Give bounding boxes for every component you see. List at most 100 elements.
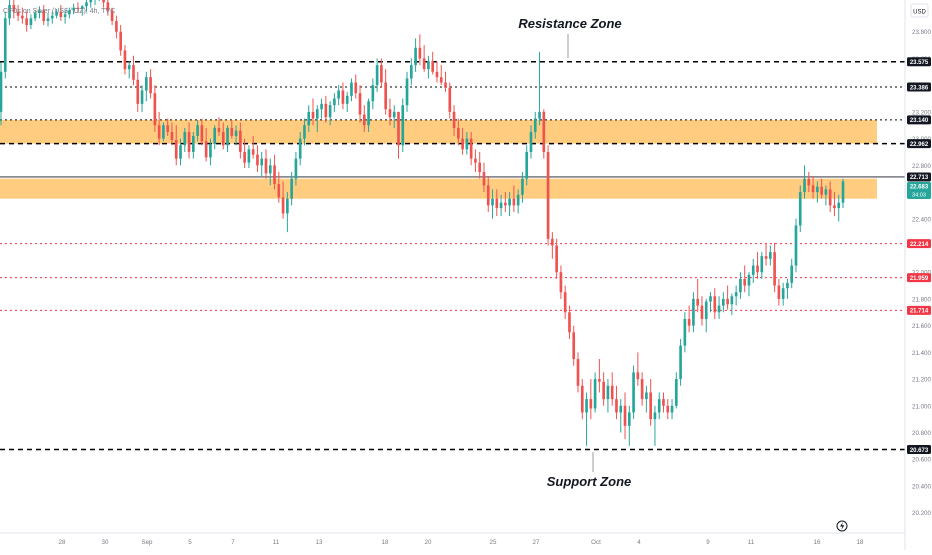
candle-body xyxy=(226,127,229,146)
candle-body xyxy=(769,252,772,259)
candle-body xyxy=(461,138,464,150)
candle xyxy=(115,15,118,39)
candle xyxy=(649,379,652,426)
candle-body xyxy=(401,105,405,146)
candle-body xyxy=(760,256,764,273)
currency-label: USD xyxy=(913,10,926,16)
level-7-tag-label: 21.714 xyxy=(910,309,929,315)
candle xyxy=(841,178,845,209)
candle-body xyxy=(153,93,157,126)
lightning-icon[interactable] xyxy=(836,520,848,532)
candle-body xyxy=(824,189,828,195)
candle xyxy=(187,122,191,159)
candle xyxy=(798,185,802,233)
candle-body xyxy=(627,412,631,426)
candle-body xyxy=(670,405,674,413)
candle xyxy=(828,181,832,213)
candle-body xyxy=(615,399,618,413)
candle xyxy=(80,5,84,16)
candle xyxy=(559,265,563,299)
level-8-tag-label: 20.673 xyxy=(910,448,929,454)
candle-body xyxy=(516,194,520,206)
candle-body xyxy=(551,238,554,246)
candle-body xyxy=(478,162,482,172)
candle-body xyxy=(572,332,576,360)
candle xyxy=(692,292,695,333)
candle xyxy=(709,292,712,313)
candle xyxy=(794,218,798,273)
y-tick-label: 21.400 xyxy=(912,350,931,357)
candle xyxy=(743,265,747,293)
candle-body xyxy=(653,412,657,420)
candle xyxy=(55,9,58,19)
candle xyxy=(85,0,88,12)
candle-body xyxy=(717,305,721,313)
candle-body xyxy=(580,385,584,413)
candle-body xyxy=(85,2,88,7)
candle xyxy=(457,118,460,146)
candle xyxy=(666,399,670,420)
last-price-tag xyxy=(907,181,931,199)
candle xyxy=(277,172,281,203)
candle xyxy=(833,192,836,217)
candle xyxy=(234,125,238,146)
candle xyxy=(123,45,127,75)
candle-body xyxy=(833,205,836,209)
candle-body xyxy=(251,149,255,155)
support-zone-label: Support Zone xyxy=(547,474,632,489)
candle xyxy=(157,111,161,146)
candle xyxy=(72,3,75,15)
level-6-tag xyxy=(907,273,931,283)
currency-box[interactable] xyxy=(910,3,929,18)
candle xyxy=(572,325,576,366)
candle xyxy=(739,272,742,299)
candle-body xyxy=(294,158,298,179)
candle xyxy=(461,127,464,155)
level-2-tag xyxy=(907,82,931,92)
candle-body xyxy=(606,385,610,400)
x-tick-label: 5 xyxy=(188,539,192,546)
candle-body xyxy=(136,79,140,104)
candle-body xyxy=(751,265,755,275)
candle xyxy=(525,145,529,186)
candle-body xyxy=(397,111,400,146)
candle xyxy=(315,105,319,132)
candle-body xyxy=(709,296,712,302)
candle xyxy=(717,296,721,319)
candle xyxy=(645,385,648,413)
candle xyxy=(482,162,486,193)
candle xyxy=(700,296,704,326)
candle-body xyxy=(508,198,511,206)
candle-body xyxy=(546,151,550,239)
candle-body xyxy=(358,93,362,115)
y-tick-label: 20.600 xyxy=(912,457,931,464)
candle-body xyxy=(367,101,370,126)
candle xyxy=(610,372,614,406)
candle-body xyxy=(166,125,170,132)
level-2-tag-label: 23.386 xyxy=(910,85,929,91)
candle xyxy=(734,285,738,306)
candle-body xyxy=(482,172,486,186)
countdown-label: 34:03 xyxy=(912,192,926,198)
x-tick-label: 25 xyxy=(490,539,497,546)
time-axis[interactable]: 28 30 Sep 5 7 11 13 18 20 25 27 Oct 4 9 11 16 18 xyxy=(59,539,864,546)
candle xyxy=(247,145,251,168)
candle xyxy=(615,385,618,420)
candle-body xyxy=(645,392,648,400)
candle xyxy=(589,379,593,420)
candle-body xyxy=(243,151,246,163)
x-tick-label: 18 xyxy=(382,539,389,546)
candle xyxy=(324,95,328,123)
candle xyxy=(721,292,725,313)
candle xyxy=(769,245,772,266)
candle xyxy=(786,278,789,299)
candle-body xyxy=(174,139,178,159)
candle xyxy=(409,58,413,86)
candle-body xyxy=(123,50,127,70)
candle xyxy=(580,379,584,420)
candle-body xyxy=(773,252,776,286)
candle xyxy=(756,252,759,279)
candle-body xyxy=(414,47,417,66)
candle-body xyxy=(730,296,734,305)
